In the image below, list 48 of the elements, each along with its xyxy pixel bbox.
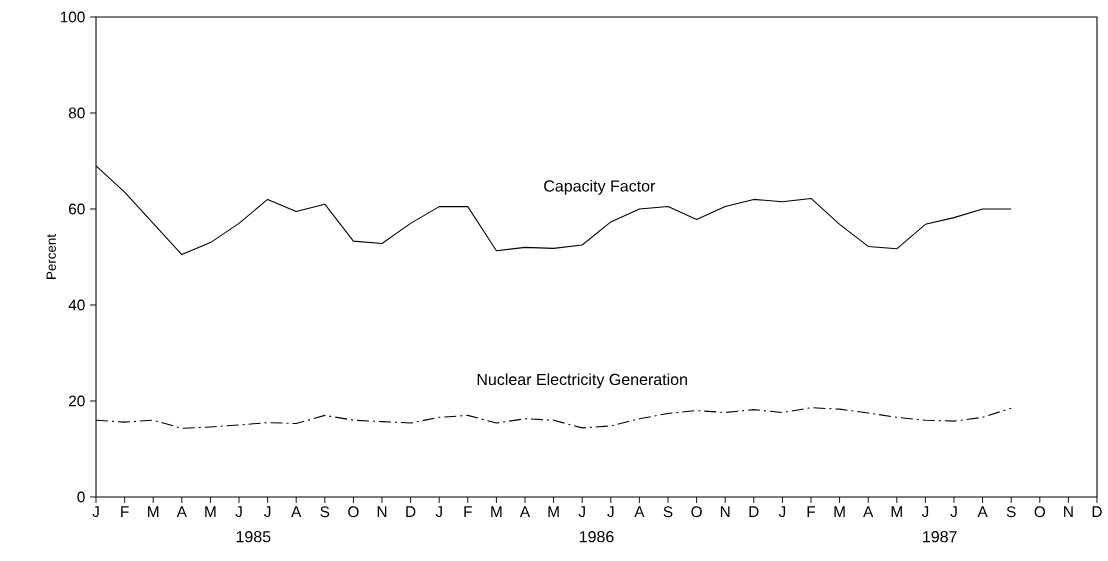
x-tick-label: F bbox=[464, 506, 472, 517]
y-tick-label: 20 bbox=[69, 395, 85, 407]
text: 1985 bbox=[236, 531, 271, 543]
x-tick-label: S bbox=[1006, 506, 1016, 518]
x-tick-label: O bbox=[1034, 506, 1046, 518]
x-tick-label: F bbox=[807, 506, 816, 517]
x-tick-label: A bbox=[291, 506, 302, 517]
x-tick-label: A bbox=[519, 506, 531, 517]
x-tick-label: S bbox=[663, 506, 673, 518]
series-label: Nuclear Electricity Generation bbox=[477, 373, 687, 389]
x-tick-label: N bbox=[720, 506, 730, 517]
x-tick-label: N bbox=[377, 506, 387, 517]
x-tick-label: O bbox=[348, 506, 359, 518]
y-axis-title: Percent bbox=[46, 234, 56, 279]
x-tick-label: M bbox=[891, 506, 902, 517]
series-label: Capacity Factor bbox=[544, 179, 656, 195]
x-tick-label: J bbox=[607, 506, 614, 518]
x-tick-label: J bbox=[950, 506, 957, 518]
text: 1986 bbox=[579, 531, 614, 543]
x-tick-label: D bbox=[1092, 506, 1102, 517]
x-tick-label: M bbox=[205, 506, 216, 517]
x-tick-label: N bbox=[1064, 506, 1073, 517]
x-tick-label: J bbox=[778, 506, 786, 518]
y-tick-label: 80 bbox=[68, 107, 85, 119]
x-tick-label: O bbox=[691, 506, 702, 518]
x-tick-label: F bbox=[121, 506, 129, 517]
y-tick-label: 0 bbox=[77, 491, 85, 503]
y-tick-label: 100 bbox=[60, 11, 85, 23]
x-tick-label: J bbox=[92, 506, 99, 518]
x-tick-label: A bbox=[863, 506, 874, 517]
x-tick-label: M bbox=[491, 506, 502, 517]
x-tick-label: A bbox=[634, 506, 645, 517]
x-tick-label: A bbox=[977, 506, 988, 517]
y-tick-label: 60 bbox=[69, 203, 85, 215]
x-tick-label: J bbox=[435, 506, 442, 518]
x-tick-label: J bbox=[921, 506, 929, 518]
y-tick-label: 40 bbox=[68, 299, 85, 311]
x-tick-label: J bbox=[235, 506, 242, 518]
text: 1987 bbox=[923, 531, 957, 543]
x-tick-label: J bbox=[264, 506, 271, 518]
x-tick-label: J bbox=[578, 506, 585, 518]
x-tick-label: D bbox=[749, 506, 759, 517]
x-tick-label: A bbox=[176, 506, 187, 517]
x-tick-label: M bbox=[834, 506, 845, 517]
x-tick-label: M bbox=[548, 506, 559, 517]
x-tick-label: M bbox=[148, 506, 159, 517]
x-tick-label: D bbox=[406, 506, 416, 517]
x-tick-label: S bbox=[320, 506, 330, 518]
